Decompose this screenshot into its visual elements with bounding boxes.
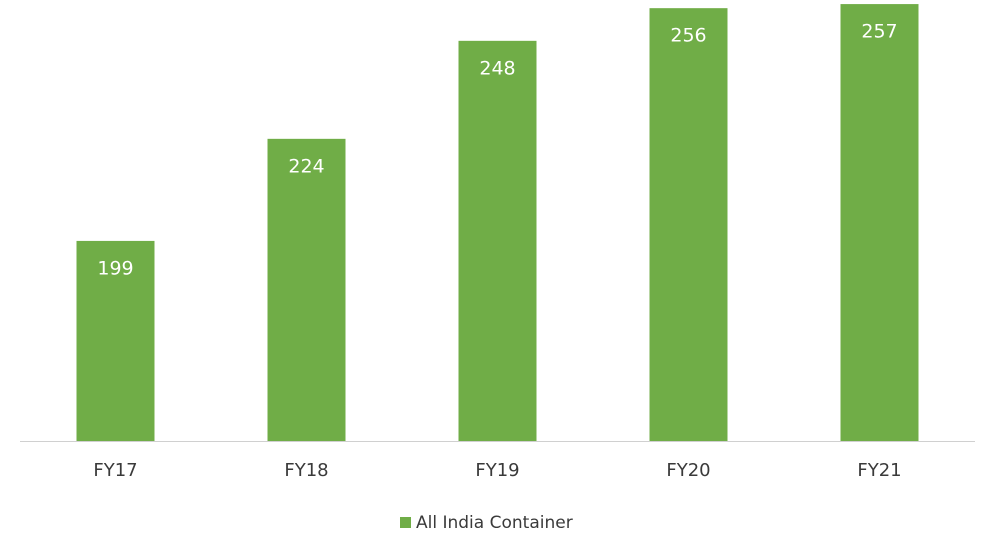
bar <box>840 4 919 441</box>
legend-label: All India Container <box>416 513 573 533</box>
x-tick-label: FY21 <box>857 460 901 481</box>
bar <box>267 138 346 442</box>
x-tick-label: FY18 <box>284 460 328 481</box>
x-tick-label: FY17 <box>93 460 137 481</box>
data-label: 257 <box>861 21 897 43</box>
x-tick-label: FY19 <box>475 460 519 481</box>
x-tick-label: FY20 <box>666 460 710 481</box>
legend-swatch <box>400 517 411 528</box>
data-label: 248 <box>479 57 515 79</box>
bar <box>76 240 155 441</box>
bar <box>649 8 728 442</box>
data-label: 199 <box>97 257 133 279</box>
bar <box>458 40 537 441</box>
data-label: 224 <box>288 155 324 177</box>
data-label: 256 <box>670 25 706 47</box>
